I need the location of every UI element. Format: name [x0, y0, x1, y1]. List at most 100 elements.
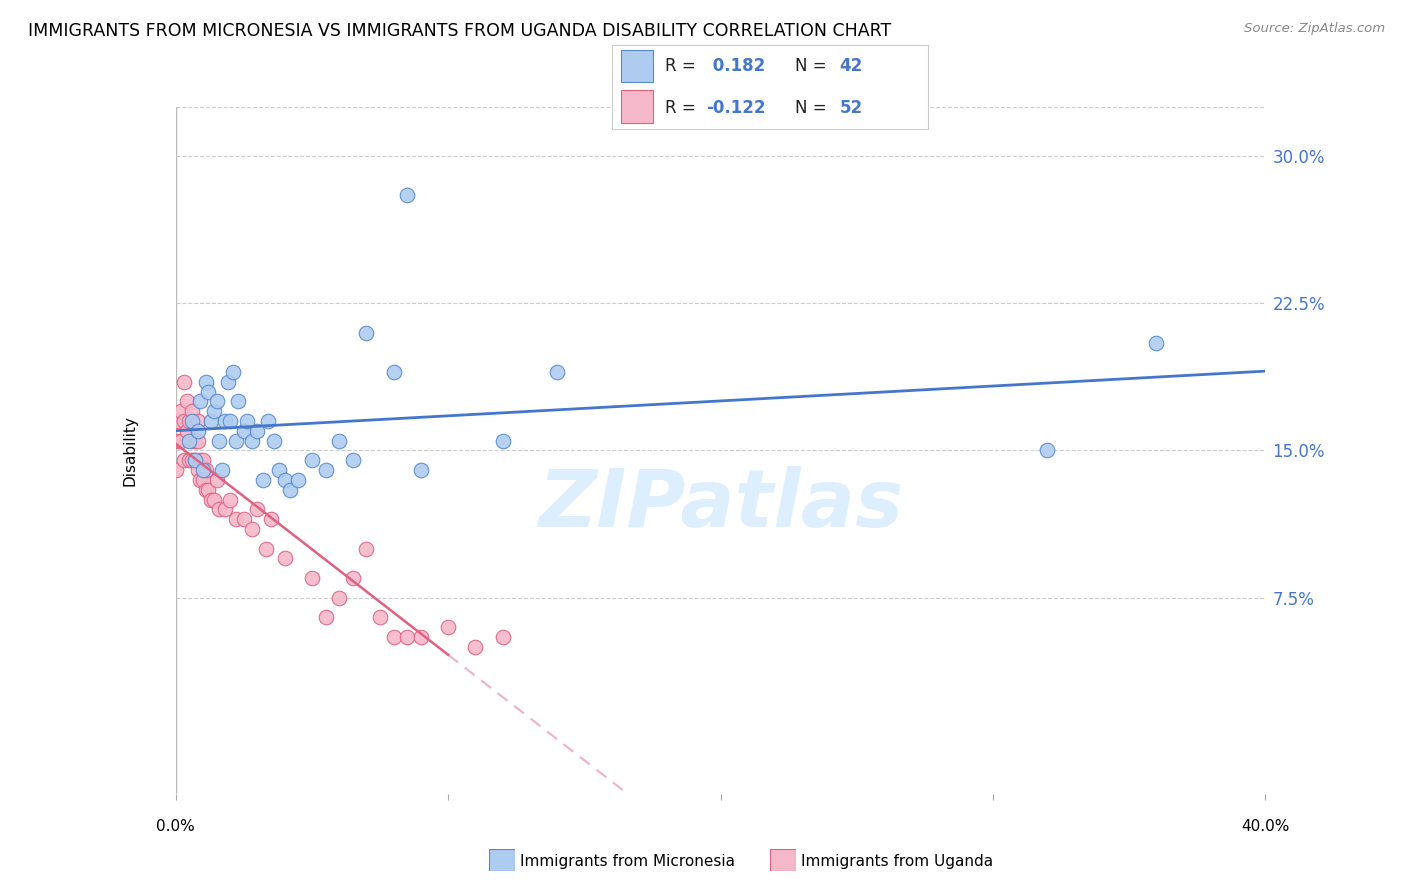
Point: [396, 630, 419, 644]
Point: [409, 630, 432, 644]
Point: [368, 610, 391, 624]
Point: [315, 463, 337, 477]
Point: [200, 492, 222, 507]
Point: [186, 463, 209, 477]
Text: 0.182: 0.182: [707, 57, 765, 75]
Text: R =: R =: [665, 99, 702, 117]
Point: [342, 571, 364, 585]
Point: [240, 522, 263, 536]
Text: Disability: Disability: [122, 415, 138, 486]
Point: [214, 414, 236, 428]
Point: [179, 414, 201, 428]
Point: [278, 483, 301, 497]
Point: [225, 434, 247, 448]
Text: IMMIGRANTS FROM MICRONESIA VS IMMIGRANTS FROM UGANDA DISABILITY CORRELATION CHAR: IMMIGRANTS FROM MICRONESIA VS IMMIGRANTS…: [28, 22, 891, 40]
Text: 40.0%: 40.0%: [1241, 819, 1289, 834]
Point: [165, 463, 187, 477]
Text: Immigrants from Uganda: Immigrants from Uganda: [801, 855, 994, 869]
Point: [176, 394, 198, 409]
Point: [301, 453, 323, 467]
Point: [188, 453, 211, 467]
Text: -0.122: -0.122: [707, 99, 766, 117]
Point: [315, 610, 337, 624]
Point: [186, 414, 209, 428]
Point: [167, 434, 190, 448]
Point: [1144, 335, 1167, 350]
Point: [382, 630, 405, 644]
Point: [194, 483, 217, 497]
Point: [252, 473, 274, 487]
Point: [356, 326, 378, 340]
Point: [263, 434, 285, 448]
Point: [188, 473, 211, 487]
Point: [254, 541, 277, 556]
Point: [170, 404, 193, 418]
Point: [225, 512, 247, 526]
Point: [208, 434, 231, 448]
Point: [546, 365, 568, 379]
Point: [184, 434, 207, 448]
Point: [1036, 443, 1059, 458]
Point: [235, 414, 257, 428]
Point: [197, 384, 219, 399]
Point: [219, 492, 242, 507]
Point: [382, 365, 405, 379]
Point: [260, 512, 283, 526]
Point: [202, 492, 225, 507]
Point: [173, 414, 195, 428]
Point: [232, 424, 254, 438]
Point: [269, 463, 291, 477]
Point: [228, 394, 250, 409]
Bar: [621, 50, 652, 82]
Point: [232, 512, 254, 526]
Point: [173, 375, 195, 389]
Text: 0.0%: 0.0%: [156, 819, 195, 834]
Point: [181, 404, 204, 418]
Point: [274, 551, 297, 566]
Text: Immigrants from Micronesia: Immigrants from Micronesia: [520, 855, 735, 869]
Point: [437, 620, 460, 634]
Point: [194, 463, 217, 477]
Point: [240, 434, 263, 448]
Text: R =: R =: [665, 57, 702, 75]
Point: [328, 434, 350, 448]
Point: [211, 463, 233, 477]
Point: [464, 640, 486, 654]
Point: [170, 434, 193, 448]
Point: [200, 414, 222, 428]
Point: [222, 365, 245, 379]
Point: [191, 453, 214, 467]
Text: N =: N =: [796, 99, 832, 117]
Text: 42: 42: [839, 57, 863, 75]
Point: [214, 502, 236, 516]
Point: [191, 473, 214, 487]
Point: [492, 630, 515, 644]
Point: [186, 424, 209, 438]
Point: [205, 473, 228, 487]
Point: [342, 453, 364, 467]
Point: [492, 434, 515, 448]
Point: [173, 453, 195, 467]
Point: [205, 394, 228, 409]
Text: ZIPatlas: ZIPatlas: [538, 467, 903, 544]
Point: [176, 424, 198, 438]
Point: [188, 394, 211, 409]
Point: [246, 424, 269, 438]
Point: [179, 453, 201, 467]
Text: Source: ZipAtlas.com: Source: ZipAtlas.com: [1244, 22, 1385, 36]
Text: N =: N =: [796, 57, 832, 75]
Point: [191, 463, 214, 477]
Point: [208, 502, 231, 516]
Point: [181, 414, 204, 428]
Point: [301, 571, 323, 585]
Point: [274, 473, 297, 487]
Point: [219, 414, 242, 428]
Point: [246, 502, 269, 516]
Point: [409, 463, 432, 477]
Point: [202, 404, 225, 418]
Point: [197, 483, 219, 497]
Point: [181, 453, 204, 467]
Text: 52: 52: [839, 99, 862, 117]
Point: [396, 188, 419, 202]
Point: [257, 414, 280, 428]
